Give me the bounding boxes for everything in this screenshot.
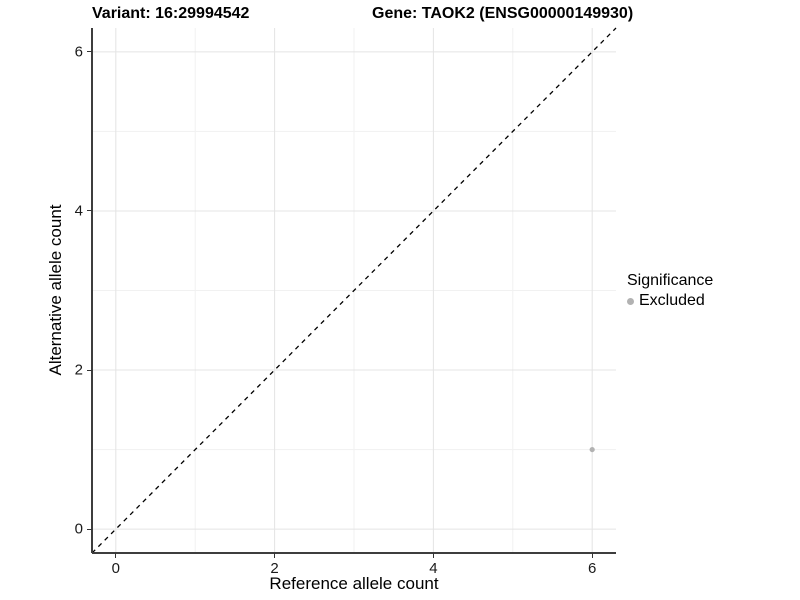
y-axis-tick-mark — [87, 210, 92, 212]
plot-title-gene: Gene: TAOK2 (ENSG00000149930) — [372, 5, 634, 22]
y-axis-tick-label: 0 — [74, 520, 83, 538]
legend: Significance Excluded — [627, 272, 713, 310]
plot-panel-canvas — [91, 27, 617, 554]
y-axis-tick-mark — [87, 528, 92, 530]
y-axis-tick-label: 4 — [74, 202, 83, 220]
plot-panel — [91, 27, 617, 554]
x-axis-tick-mark — [591, 553, 593, 558]
y-axis-tick-mark — [87, 369, 92, 371]
x-axis-tick-label: 0 — [111, 560, 120, 577]
plot-title-variant: Variant: 16:29994542 — [92, 5, 250, 22]
x-axis-tick-mark — [115, 553, 117, 558]
x-axis-title: Reference allele count — [269, 574, 439, 593]
x-axis-tick-mark — [274, 553, 276, 558]
x-axis-tick-label: 6 — [588, 560, 597, 577]
y-axis-tick-label: 6 — [74, 43, 83, 61]
x-axis-tick-label: 2 — [270, 560, 279, 577]
legend-title: Significance — [627, 272, 714, 289]
legend-entry-excluded: Excluded — [627, 292, 713, 310]
x-axis-tick-mark — [432, 553, 434, 558]
y-axis-tick-mark — [87, 51, 92, 53]
identity-reference-line — [91, 27, 617, 554]
data-point — [589, 446, 595, 453]
y-axis-title: Alternative allele count — [46, 204, 65, 376]
x-axis-tick-label: 4 — [429, 560, 438, 577]
y-axis-tick-label: 2 — [74, 361, 83, 379]
legend-entry-label: Excluded — [639, 292, 705, 309]
legend-point-icon — [627, 297, 634, 305]
